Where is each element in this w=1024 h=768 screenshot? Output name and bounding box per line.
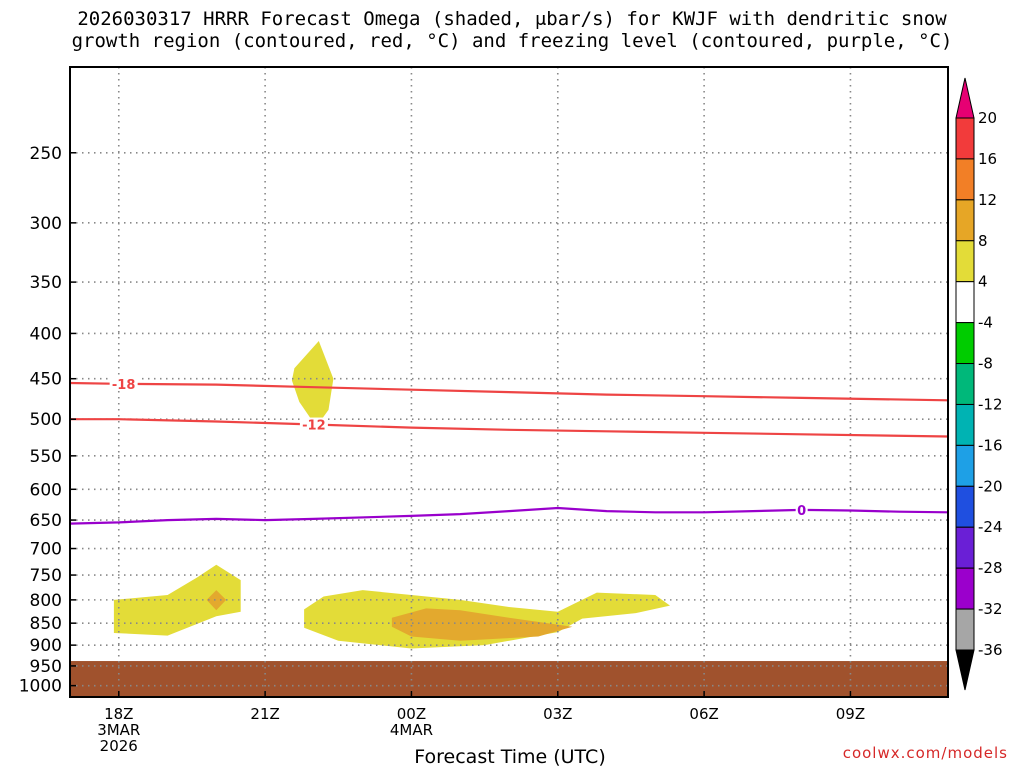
title-line-1: 2026030317 HRRR Forecast Omega (shaded, … bbox=[77, 8, 947, 30]
colorbar-label-1: 20 bbox=[978, 109, 997, 127]
y-tick-label-850: 850 bbox=[30, 614, 62, 634]
y-tick-label-350: 350 bbox=[30, 273, 62, 293]
colorbar-label-3: 12 bbox=[978, 191, 997, 209]
colorbar-box-7 bbox=[955, 363, 975, 405]
colorbar-label-8: -12 bbox=[978, 395, 1003, 413]
colorbar-label-4: 8 bbox=[978, 232, 988, 250]
colorbar-box-11 bbox=[955, 526, 975, 569]
colorbar-label-2: 16 bbox=[978, 150, 997, 168]
colorbar-label-14: -36 bbox=[978, 641, 1003, 659]
colorbar-label-12: -28 bbox=[978, 559, 1003, 577]
x-tick-label-9-0: 03Z bbox=[543, 705, 572, 723]
y-tick-label-600: 600 bbox=[30, 480, 62, 500]
x-tick-label-3-0: 21Z bbox=[250, 705, 279, 723]
contour-label-0: -18 bbox=[112, 378, 136, 393]
x-tick-label-0-1: 3MAR bbox=[97, 721, 140, 739]
x-tick-label-0-2: 2026 bbox=[100, 737, 138, 755]
colorbar-label-5: 4 bbox=[978, 273, 988, 291]
chart-title: 2026030317 HRRR Forecast Omega (shaded, … bbox=[0, 8, 1024, 52]
y-tick-label-550: 550 bbox=[30, 447, 62, 467]
colorbar-label-6: -4 bbox=[978, 314, 993, 332]
x-tick-label-15-0: 09Z bbox=[836, 705, 865, 723]
colorbar-top-arrow bbox=[955, 77, 975, 119]
contour-label-2: 0 bbox=[797, 504, 806, 519]
omega-shading bbox=[113, 341, 670, 649]
colorbar-box-13 bbox=[955, 608, 975, 651]
contour-label-bg-1 bbox=[299, 417, 328, 432]
colorbar-label-13: -32 bbox=[978, 600, 1003, 618]
omega-region-4-8-0 bbox=[113, 564, 241, 636]
contour-label-1: -12 bbox=[302, 419, 326, 434]
x-tick-label-12-0: 06Z bbox=[689, 705, 718, 723]
contour-lines bbox=[70, 381, 948, 525]
y-tick-label-700: 700 bbox=[30, 540, 62, 560]
y-tick-label-300: 300 bbox=[30, 214, 62, 234]
x-tick-label-6-0: 00Z bbox=[397, 705, 426, 723]
colorbar-box-2 bbox=[955, 158, 975, 201]
x-tick-label-6-1: 4MAR bbox=[390, 721, 433, 739]
colorbar-box-9 bbox=[955, 444, 975, 487]
y-tick-label-450: 450 bbox=[30, 370, 62, 390]
colorbar-label-10: -20 bbox=[978, 477, 1003, 495]
y-tick-label-750: 750 bbox=[30, 566, 62, 586]
y-tick-label-1000: 1000 bbox=[19, 677, 62, 697]
contour-0 bbox=[70, 381, 948, 402]
colorbar-box-3 bbox=[955, 199, 975, 242]
x-tick-label-0-0: 18Z bbox=[104, 705, 133, 723]
colorbar-label-9: -16 bbox=[978, 436, 1003, 454]
credit-link[interactable]: coolwx.com/models bbox=[842, 744, 1008, 762]
contour-label-bg-0 bbox=[109, 376, 138, 391]
colorbar-bottom-arrow bbox=[955, 649, 975, 691]
grid-lines bbox=[70, 67, 948, 697]
colorbar-label-7: -8 bbox=[978, 355, 993, 373]
terrain-fill bbox=[70, 661, 948, 697]
colorbar-box-10 bbox=[955, 485, 975, 528]
y-tick-label-800: 800 bbox=[30, 591, 62, 611]
omega-region-4-8-2 bbox=[291, 341, 334, 427]
colorbar-box-1 bbox=[955, 117, 975, 160]
omega-region-8-12-1 bbox=[206, 590, 227, 611]
y-tick-label-900: 900 bbox=[30, 636, 62, 656]
contour-1 bbox=[70, 418, 948, 438]
title-line-2: growth region (contoured, red, °C) and f… bbox=[71, 30, 953, 52]
y-tick-label-250: 250 bbox=[30, 144, 62, 164]
colorbar-box-5 bbox=[955, 281, 975, 324]
colorbar-label-11: -24 bbox=[978, 518, 1003, 536]
omega-region-8-12-4 bbox=[391, 608, 573, 641]
contour-label-bg-2 bbox=[795, 502, 808, 517]
colorbar-box-8 bbox=[955, 403, 975, 446]
y-tick-label-950: 950 bbox=[30, 657, 62, 677]
colorbar-box-6 bbox=[955, 322, 975, 365]
colorbar-box-4 bbox=[955, 240, 975, 283]
y-tick-label-500: 500 bbox=[30, 410, 62, 430]
plot-frame bbox=[69, 66, 949, 698]
x-axis-label: Forecast Time (UTC) bbox=[414, 746, 606, 768]
colorbar: 20 16 12 8 4 -4 -8 -12 -16 -20 -24 -28 -32 -36 bbox=[955, 77, 1003, 691]
y-tick-label-400: 400 bbox=[30, 324, 62, 344]
colorbar-box-12 bbox=[955, 567, 975, 610]
contour-2 bbox=[70, 506, 948, 525]
y-tick-label-650: 650 bbox=[30, 511, 62, 531]
